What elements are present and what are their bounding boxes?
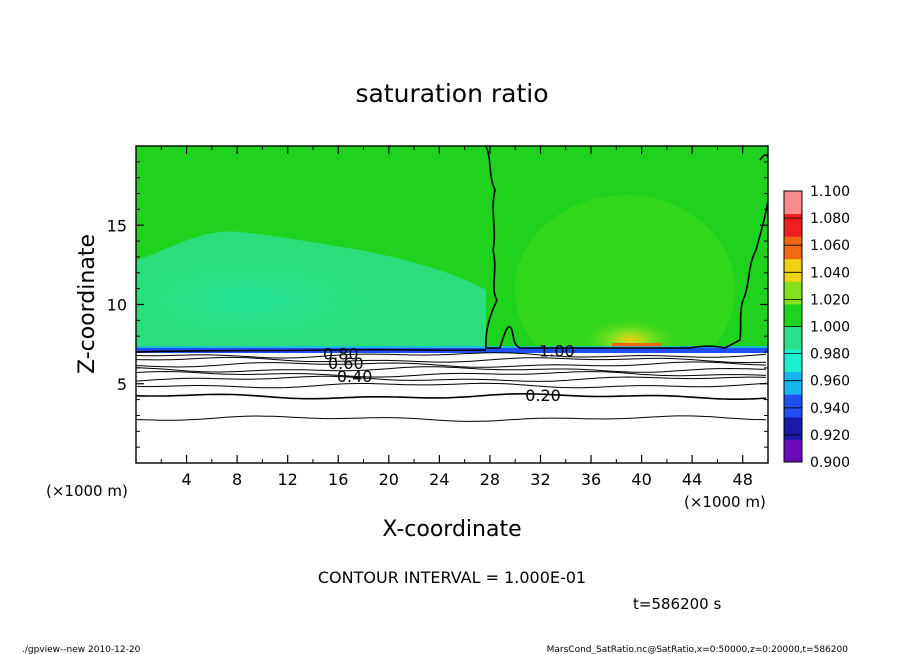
colorbar-swatch <box>784 394 802 418</box>
colorbar-swatch <box>784 371 802 395</box>
time-label: t=586200 s <box>633 595 721 613</box>
contour-line <box>136 356 767 364</box>
x-tick-label: 20 <box>379 470 399 489</box>
x-tick-label: 48 <box>733 470 753 489</box>
colorbar-swatch <box>784 326 802 350</box>
colorbar-swatch <box>784 281 802 305</box>
colorbar-label: 0.900 <box>810 455 850 471</box>
contour-label: 0.40 <box>337 367 373 386</box>
colorbar-label: 1.020 <box>810 292 850 308</box>
colorbar-swatch <box>784 349 802 373</box>
y-axis-unit: (×1000 m) <box>46 482 128 500</box>
colorbar-label: 0.960 <box>810 374 850 390</box>
contour-labels: 1.00 0.800.600.40 0.20 <box>323 341 575 404</box>
x-axis-label: X-coordinate <box>382 517 521 542</box>
colorbar-label: 1.000 <box>810 320 850 336</box>
contour-1.00-top <box>759 154 768 166</box>
x-tick-label: 8 <box>232 470 242 489</box>
colorbar-label: 0.980 <box>810 347 850 363</box>
colorbar-swatch <box>784 191 802 215</box>
y-tick-label: 5 <box>117 375 127 394</box>
plot-area <box>136 146 768 463</box>
colorbar-label: 1.040 <box>810 265 850 281</box>
contour-line <box>136 352 767 359</box>
y-tick-label: 15 <box>107 216 127 235</box>
colorbar: 0.900 0.920 0.940 0.960 0.980 1.000 1.020 1.040… <box>783 184 850 471</box>
contour-line <box>136 366 767 373</box>
x-tick-label: 24 <box>429 470 449 489</box>
field-hotspot-red <box>612 343 662 347</box>
condensation-band-cyan <box>136 346 768 348</box>
field-region-left-core <box>136 260 370 340</box>
contour-label: 0.20 <box>525 386 561 405</box>
contour-1.00-level <box>136 348 487 353</box>
contour-line <box>136 415 767 422</box>
colorbar-swatch <box>784 258 802 282</box>
x-tick-label: 4 <box>181 470 191 489</box>
footer-left: ./gpview--new 2010-12-20 <box>22 645 141 654</box>
colorbar-swatch <box>784 303 802 327</box>
chart-title: saturation ratio <box>355 79 548 108</box>
x-tick-label: 12 <box>278 470 298 489</box>
contour-label: 1.00 <box>539 341 575 360</box>
colorbar-label: 1.100 <box>810 184 850 200</box>
x-tick-label: 36 <box>581 470 601 489</box>
contour-line <box>136 370 767 378</box>
contour-lines <box>136 352 767 422</box>
colorbar-label: 0.920 <box>810 428 850 444</box>
colorbar-label: 0.940 <box>810 401 850 417</box>
y-axis-label: Z-coordinate <box>75 234 100 374</box>
contour-label: 0.60 <box>328 354 364 373</box>
y-tick-label: 10 <box>107 296 127 315</box>
contour-interval: CONTOUR INTERVAL = 1.000E-01 <box>318 568 586 587</box>
colorbar-swatch <box>784 213 802 237</box>
x-axis-unit: (×1000 m) <box>684 493 766 511</box>
contour-line <box>136 375 767 382</box>
field-unsaturated <box>136 353 768 463</box>
contour-line <box>136 393 767 400</box>
x-tick-label: 44 <box>682 470 702 489</box>
y-axis: 5 10 15 <box>107 161 768 448</box>
contour-line <box>136 382 767 389</box>
x-tick-label: 28 <box>480 470 500 489</box>
colorbar-swatch <box>784 439 802 463</box>
contour-1.00 <box>485 146 768 349</box>
colorbar-label: 1.080 <box>810 211 850 227</box>
x-tick-label: 40 <box>631 470 651 489</box>
colorbar-swatch <box>784 236 802 260</box>
footer-right: MarsCond_SatRatio.nc@SatRatio,x=0:50000,… <box>547 645 849 654</box>
x-axis: 4 8 12 16 20 24 28 32 36 40 44 48 <box>160 146 753 489</box>
contour-label: 0.80 <box>323 345 359 364</box>
contour-line <box>136 361 767 368</box>
x-tick-label: 32 <box>530 470 550 489</box>
x-tick-label: 16 <box>328 470 348 489</box>
colorbar-label: 1.060 <box>810 238 850 254</box>
colorbar-swatch <box>784 416 802 440</box>
